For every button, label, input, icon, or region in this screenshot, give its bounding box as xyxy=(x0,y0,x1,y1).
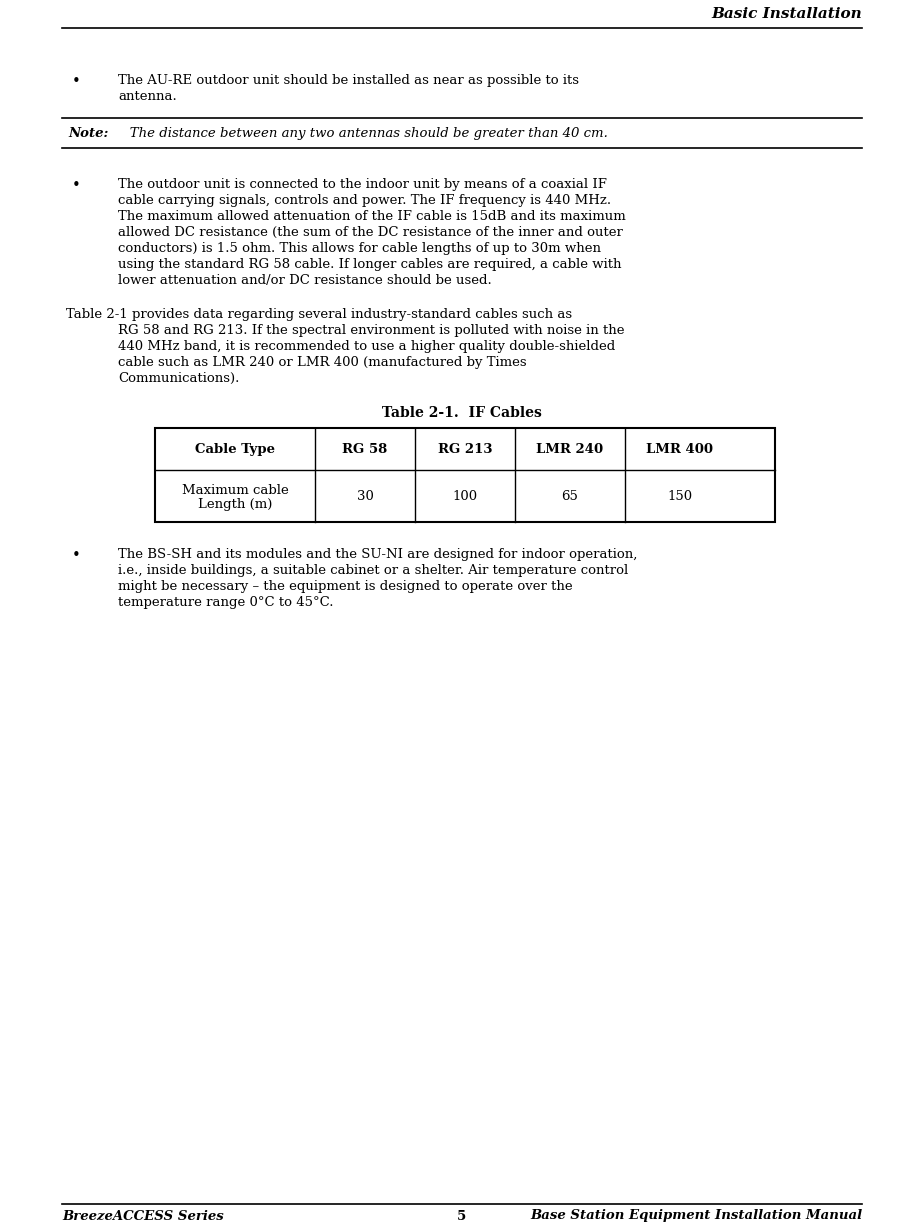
Text: 440 MHz band, it is recommended to use a higher quality double-shielded: 440 MHz band, it is recommended to use a… xyxy=(118,340,615,354)
Text: might be necessary – the equipment is designed to operate over the: might be necessary – the equipment is de… xyxy=(118,580,572,593)
Text: antenna.: antenna. xyxy=(118,90,177,103)
Text: The maximum allowed attenuation of the IF cable is 15dB and its maximum: The maximum allowed attenuation of the I… xyxy=(118,209,625,223)
Text: lower attenuation and/or DC resistance should be used.: lower attenuation and/or DC resistance s… xyxy=(118,274,491,287)
Text: using the standard RG 58 cable. If longer cables are required, a cable with: using the standard RG 58 cable. If longe… xyxy=(118,257,621,271)
Text: RG 58: RG 58 xyxy=(342,442,387,456)
Text: Table 2-1.  IF Cables: Table 2-1. IF Cables xyxy=(382,407,541,420)
Text: Cable Type: Cable Type xyxy=(195,442,275,456)
Text: Table 2-1 provides data regarding several industry-standard cables such as: Table 2-1 provides data regarding severa… xyxy=(66,308,572,322)
Text: Maximum cable: Maximum cable xyxy=(182,483,288,496)
Text: 30: 30 xyxy=(356,489,373,503)
Text: Basic Installation: Basic Installation xyxy=(711,7,861,21)
Text: allowed DC resistance (the sum of the DC resistance of the inner and outer: allowed DC resistance (the sum of the DC… xyxy=(118,225,622,239)
Text: 100: 100 xyxy=(452,489,477,503)
Text: The AU-RE outdoor unit should be installed as near as possible to its: The AU-RE outdoor unit should be install… xyxy=(118,74,578,87)
Text: Communications).: Communications). xyxy=(118,372,239,384)
Text: BreezeACCESS Series: BreezeACCESS Series xyxy=(62,1210,224,1222)
Text: 65: 65 xyxy=(561,489,578,503)
Text: The distance between any two antennas should be greater than 40 cm.: The distance between any two antennas sh… xyxy=(116,127,607,139)
Text: •: • xyxy=(72,74,80,89)
Text: •: • xyxy=(72,177,80,193)
Text: temperature range 0°C to 45°C.: temperature range 0°C to 45°C. xyxy=(118,596,333,609)
Text: Note:: Note: xyxy=(68,127,108,139)
Text: conductors) is 1.5 ohm. This allows for cable lengths of up to 30m when: conductors) is 1.5 ohm. This allows for … xyxy=(118,241,600,255)
Text: cable carrying signals, controls and power. The IF frequency is 440 MHz.: cable carrying signals, controls and pow… xyxy=(118,193,610,207)
Text: i.e., inside buildings, a suitable cabinet or a shelter. Air temperature control: i.e., inside buildings, a suitable cabin… xyxy=(118,564,628,577)
Text: 150: 150 xyxy=(666,489,692,503)
Text: Length (m): Length (m) xyxy=(198,498,272,510)
Text: cable such as LMR 240 or LMR 400 (manufactured by Times: cable such as LMR 240 or LMR 400 (manufa… xyxy=(118,356,526,370)
Text: LMR 400: LMR 400 xyxy=(646,442,712,456)
Text: RG 58 and RG 213. If the spectral environment is polluted with noise in the: RG 58 and RG 213. If the spectral enviro… xyxy=(118,324,624,338)
Text: LMR 240: LMR 240 xyxy=(535,442,603,456)
Bar xyxy=(154,428,774,522)
Text: The BS-SH and its modules and the SU-NI are designed for indoor operation,: The BS-SH and its modules and the SU-NI … xyxy=(118,548,637,561)
Text: •: • xyxy=(72,548,80,563)
Text: RG 213: RG 213 xyxy=(437,442,492,456)
Text: 5: 5 xyxy=(457,1210,466,1222)
Text: Base Station Equipment Installation Manual: Base Station Equipment Installation Manu… xyxy=(529,1210,861,1222)
Text: The outdoor unit is connected to the indoor unit by means of a coaxial IF: The outdoor unit is connected to the ind… xyxy=(118,177,606,191)
